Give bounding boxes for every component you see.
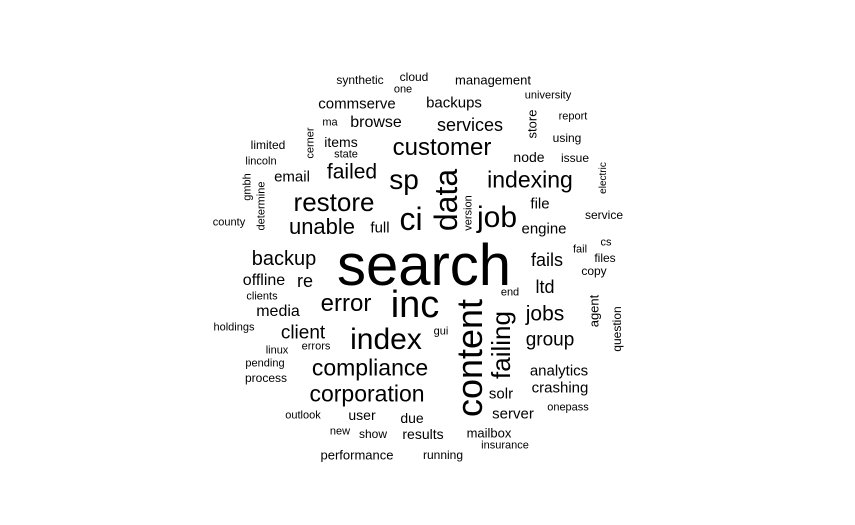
word-data: data <box>428 168 464 232</box>
word-failed: failed <box>326 160 378 184</box>
word-corporation: corporation <box>309 380 425 407</box>
word-content: content <box>449 298 490 418</box>
word-results: results <box>402 426 444 442</box>
word-electric: electric <box>598 162 609 194</box>
word-determine: determine <box>255 181 268 231</box>
word-clients: clients <box>246 290 278 303</box>
word-gmbh: gmbh <box>241 173 254 201</box>
word-email: email <box>274 168 310 186</box>
word-items: items <box>324 134 358 150</box>
word-inc: inc <box>390 284 440 326</box>
word-new: new <box>329 425 351 438</box>
word-full: full <box>370 219 390 237</box>
word-offline: offline <box>242 272 286 289</box>
word-files: files <box>594 251 616 265</box>
word-running: running <box>422 448 464 462</box>
word-failing: failing <box>486 311 516 379</box>
word-restore: restore <box>293 187 375 217</box>
word-issue: issue <box>560 151 590 165</box>
word-state: state <box>334 148 358 161</box>
word-process: process <box>244 371 288 385</box>
word-media: media <box>256 303 300 320</box>
word-linux: linux <box>265 344 289 357</box>
word-sp: sp <box>389 164 419 195</box>
word-using: using <box>552 131 582 145</box>
word-outlook: outlook <box>285 409 321 422</box>
word-error: error <box>320 290 372 317</box>
word-cerner: cerner <box>304 127 317 159</box>
word-onepass: onepass <box>547 401 589 414</box>
word-solr: solr <box>488 385 514 403</box>
word-gui: gui <box>433 325 449 338</box>
word-county: county <box>212 216 246 229</box>
word-report: report <box>558 110 588 123</box>
word-client: client <box>280 322 326 344</box>
word-lincoln: lincoln <box>245 155 277 168</box>
word-store: store <box>524 109 540 139</box>
word-customer: customer <box>392 134 492 161</box>
word-server: server <box>492 405 534 423</box>
word-browse: browse <box>350 114 402 131</box>
word-holdings: holdings <box>213 321 255 334</box>
word-fail: fail <box>572 243 588 256</box>
word-version: version <box>462 195 475 231</box>
word-service: service <box>584 208 624 222</box>
word-compliance: compliance <box>311 354 429 381</box>
word-management: management <box>455 72 531 88</box>
word-engine: engine <box>521 220 567 238</box>
word-synthetic: synthetic <box>336 73 384 87</box>
word-index: index <box>350 323 422 356</box>
word-mailbox: mailbox <box>466 425 512 441</box>
word-file: file <box>530 195 550 213</box>
word-user: user <box>348 407 376 423</box>
word-question: question <box>610 306 624 352</box>
word-services: services <box>436 115 504 135</box>
word-crashing: crashing <box>531 379 589 397</box>
word-due: due <box>400 410 424 426</box>
word-job: job <box>476 201 518 234</box>
word-re: re <box>296 271 314 291</box>
word-copy: copy <box>581 264 607 278</box>
word-ltd: ltd <box>535 277 555 297</box>
word-end: end <box>500 286 520 299</box>
word-ma: ma <box>322 116 338 129</box>
word-analytics: analytics <box>529 362 589 380</box>
word-agent: agent <box>586 294 602 328</box>
word-cs: cs <box>600 236 612 249</box>
word-group: group <box>525 329 575 351</box>
word-performance: performance <box>320 447 394 463</box>
word-search: search <box>336 233 512 298</box>
word-show: show <box>358 427 388 441</box>
word-pending: pending <box>245 357 285 370</box>
word-jobs: jobs <box>525 302 565 326</box>
word-cloud: cloud <box>399 70 429 84</box>
word-one: one <box>393 83 413 96</box>
word-commserve: commserve <box>318 95 396 113</box>
word-university: university <box>524 89 572 102</box>
word-node: node <box>513 149 545 165</box>
word-fails: fails <box>530 250 564 270</box>
word-insurance: insurance <box>481 439 529 452</box>
word-limited: limited <box>250 138 286 152</box>
word-ci: ci <box>399 201 423 237</box>
word-indexing: indexing <box>487 166 573 193</box>
word-unable: unable <box>288 214 356 239</box>
word-backups: backups <box>426 94 482 112</box>
word-backup: backup <box>251 248 317 270</box>
word-errors: errors <box>301 340 331 353</box>
